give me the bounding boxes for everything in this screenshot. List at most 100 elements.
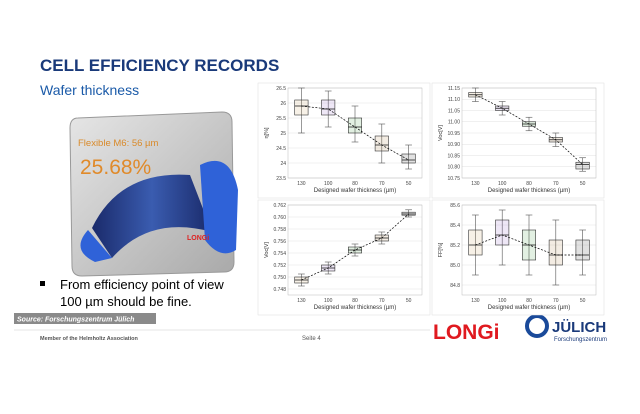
y-tick-label: 0.748	[273, 287, 286, 293]
y-tick-label: 84.8	[450, 283, 460, 289]
box	[294, 99, 309, 116]
x-tick-label: 80	[526, 298, 532, 304]
chart: 84.8 85.0 85.2 85.4 85.6 FF[%] Designed wafer …	[431, 199, 605, 316]
y-tick-label: 85.6	[450, 203, 460, 209]
x-tick-label: 80	[352, 298, 358, 304]
photo-caption: Flexible M6: 56 µm	[78, 138, 159, 149]
x-tick-label: 130	[297, 181, 306, 187]
chart: 10.75 10.80 10.85 10.90 10.95 11.00 11.05 11.10…	[431, 82, 605, 199]
photo-value: 25.68%	[80, 156, 151, 179]
glove	[80, 230, 112, 262]
box	[321, 99, 336, 116]
x-tick-label: 50	[406, 298, 412, 304]
box	[401, 153, 416, 164]
box	[495, 219, 510, 246]
box	[548, 239, 563, 266]
box	[575, 239, 590, 261]
bullet-point	[40, 281, 45, 286]
glove	[200, 160, 238, 254]
solar-cell	[92, 174, 212, 258]
y-tick-label: 85.0	[450, 263, 460, 269]
y-tick-label: 85.4	[450, 223, 460, 229]
x-tick-label: 100	[498, 298, 507, 304]
source: Source: Forschungszentrum Jülich	[17, 317, 134, 324]
x-tick-label: 100	[498, 181, 507, 187]
y-tick-label: 0.750	[273, 275, 286, 281]
plot-frame	[287, 204, 423, 296]
y-tick-label: 10.75	[447, 176, 460, 182]
x-tick-label: 130	[297, 298, 306, 304]
x-tick-label: 50	[580, 181, 586, 187]
y-tick-label: 85.2	[450, 243, 460, 249]
x-tick-label: 80	[352, 181, 358, 187]
plot-frame	[461, 204, 597, 296]
y-tick-label: 0.762	[273, 203, 286, 209]
source-box	[14, 313, 156, 324]
x-tick-label: 70	[379, 298, 385, 304]
chart-panel	[257, 199, 431, 316]
photo: Flexible M6: 56 µm 25.68% LONGi	[69, 111, 238, 277]
y-tick-label: 10.85	[447, 153, 460, 159]
logo-julich-sub: Forschungszentrum	[554, 337, 607, 343]
x-tick-label: 50	[580, 298, 586, 304]
box	[468, 229, 483, 256]
y-tick-label: 11.00	[448, 120, 460, 126]
y-tick-label: 0.758	[273, 227, 286, 233]
y-tick-label: 23.5	[276, 176, 286, 182]
y-tick-label: 26.5	[276, 86, 286, 92]
x-tick-label: 70	[553, 298, 559, 304]
x-tick-label: 50	[406, 181, 412, 187]
box	[374, 135, 389, 152]
y-tick-label: 25.5	[276, 116, 286, 122]
x-tick-label: 130	[471, 298, 480, 304]
trend-line	[475, 94, 583, 165]
y-tick-label: 10.80	[447, 165, 460, 171]
trend-line	[301, 105, 409, 161]
chart-panel	[431, 199, 605, 316]
bullet-text: From efficiency point of view 100 µm sho…	[60, 277, 227, 309]
chart: 0.748 0.750 0.752 0.754 0.756 0.758 0.760 0.762…	[257, 199, 431, 316]
y-axis-label: FF[%]	[438, 242, 444, 257]
x-axis-label: Designed wafer thickness (µm)	[488, 188, 571, 194]
y-tick-label: 0.754	[273, 251, 286, 257]
chart: 23.5 24 24.5 25 25.5 26 26.5 η[%] Designed wafer…	[257, 82, 431, 199]
x-axis-label: Designed wafer thickness (µm)	[314, 305, 397, 311]
y-tick-label: 10.95	[447, 131, 460, 137]
bullet-line: From efficiency point of view	[60, 277, 224, 292]
y-tick-label: 11.10	[448, 97, 460, 103]
y-tick-label: 0.760	[273, 215, 286, 221]
chart-panel	[431, 82, 605, 199]
page-number: Seite 4	[302, 336, 321, 342]
y-tick-label: 11.15	[448, 86, 460, 92]
y-tick-label: 26	[280, 101, 286, 107]
box	[575, 161, 590, 170]
box	[347, 117, 362, 134]
plot-frame	[287, 87, 423, 179]
y-tick-label: 0.752	[273, 263, 286, 269]
plot-frame	[461, 87, 597, 179]
x-tick-label: 130	[471, 181, 480, 187]
y-axis-label: Voc[V]	[438, 125, 444, 141]
bullet-line: 100 µm should be fine.	[60, 294, 192, 309]
slide-subtitle: Wafer thickness	[40, 82, 139, 98]
trend-line	[301, 213, 409, 281]
y-tick-label: 11.05	[448, 108, 460, 114]
x-axis-label: Designed wafer thickness (µm)	[314, 188, 397, 194]
footer: Member of the Helmholtz Association	[40, 336, 139, 342]
x-tick-label: 70	[379, 181, 385, 187]
logo-longi: LONGi	[433, 321, 500, 344]
logo-julich-mark	[525, 314, 549, 338]
slide-title: CELL EFFICIENCY RECORDS	[40, 56, 279, 75]
chart-panel	[257, 82, 431, 199]
y-tick-label: 0.756	[273, 239, 286, 245]
y-tick-label: 24	[280, 161, 286, 167]
photo-brand: LONGi	[187, 235, 209, 242]
x-tick-label: 70	[553, 181, 559, 187]
y-tick-label: 25	[280, 131, 286, 137]
y-tick-label: 10.90	[447, 142, 460, 148]
x-tick-label: 100	[324, 181, 333, 187]
x-axis-label: Designed wafer thickness (µm)	[488, 305, 571, 311]
trend-line	[475, 234, 583, 256]
y-axis-label: Voc[V]	[264, 242, 270, 258]
